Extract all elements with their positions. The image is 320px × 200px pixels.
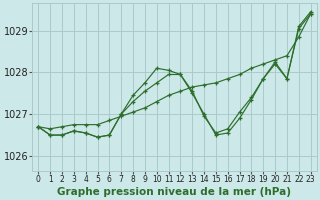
X-axis label: Graphe pression niveau de la mer (hPa): Graphe pression niveau de la mer (hPa) [58,187,292,197]
